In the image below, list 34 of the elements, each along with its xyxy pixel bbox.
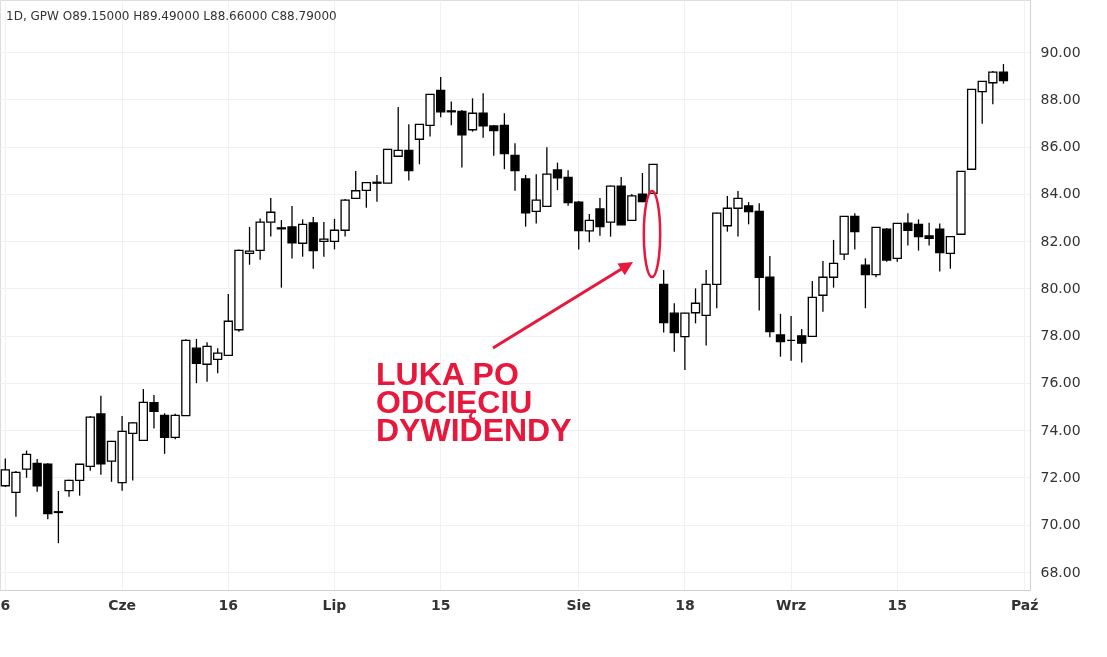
candlestick <box>510 142 520 192</box>
x-tick-label: Lip <box>322 596 347 613</box>
y-tick-label: 80.00 <box>1040 279 1081 296</box>
candlestick <box>637 172 648 203</box>
candlestick <box>797 328 807 364</box>
candlestick <box>775 313 786 358</box>
candlestick <box>998 63 1009 85</box>
y-tick-label: 86.00 <box>1040 138 1081 155</box>
candlestick <box>351 170 361 200</box>
x-tick-label: 16 <box>218 596 239 613</box>
candlestick <box>21 449 32 479</box>
y-tick-label: 90.00 <box>1040 43 1081 60</box>
candlestick <box>159 412 170 455</box>
y-tick-label: 72.00 <box>1040 468 1081 485</box>
y-tick-label: 84.00 <box>1040 185 1081 202</box>
text: 1D, GPW O89.15000 H89.49000 L88.66000 C88.79000 <box>6 9 337 23</box>
y-tick-label: 74.00 <box>1040 421 1081 438</box>
x-tick-label: 15 <box>887 596 908 613</box>
x-tick-label: Sie <box>566 596 591 613</box>
y-tick-label: 70.00 <box>1040 516 1081 533</box>
candlestick <box>945 235 956 270</box>
y-tick-label: 88.00 <box>1040 90 1081 107</box>
x-tick-label: 6 <box>0 596 11 613</box>
x-tick-label: Wrz <box>775 596 807 613</box>
x-tick-label: 15 <box>430 596 451 613</box>
x-tick-label: Cze <box>108 596 137 613</box>
y-tick-label: 82.00 <box>1040 232 1081 249</box>
x-tick-label: 18 <box>675 596 695 613</box>
annotation: LUKA PO ODCIĘCIU DYWIDENDY <box>376 356 572 448</box>
y-tick-label: 76.00 <box>1040 374 1081 391</box>
candlestick <box>53 490 64 544</box>
y-tick-label: 78.00 <box>1040 327 1081 344</box>
y-tick-label: 68.00 <box>1040 563 1081 580</box>
x-tick-label: Paź <box>1010 596 1039 613</box>
